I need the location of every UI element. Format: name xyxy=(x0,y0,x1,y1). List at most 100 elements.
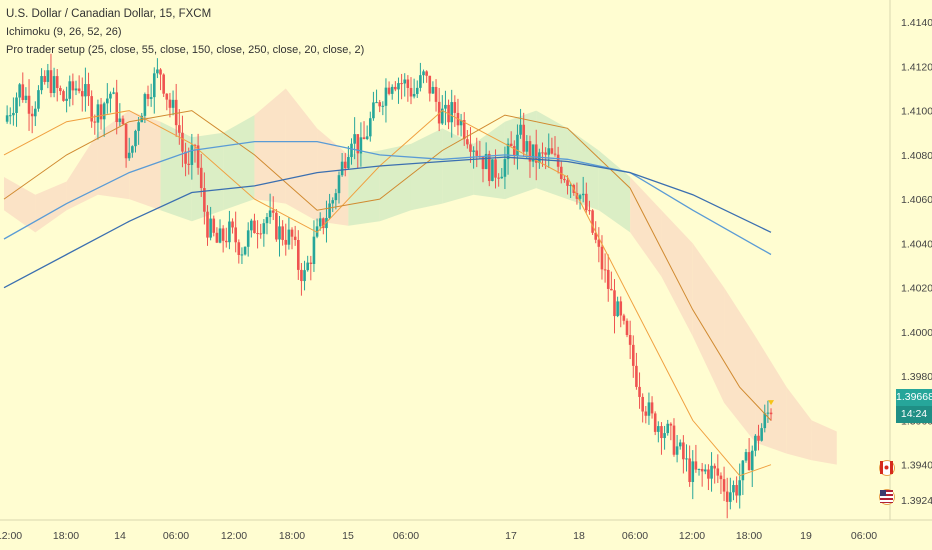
candle-body xyxy=(196,145,200,168)
candle-body xyxy=(134,130,137,147)
time-axis-tick: 06:00 xyxy=(163,530,189,542)
candle-body xyxy=(390,86,394,94)
candle-body xyxy=(509,143,513,147)
candle-body xyxy=(275,212,278,240)
candle-body xyxy=(616,301,619,317)
candle-body xyxy=(735,485,738,496)
price-axis-tick: 1.39240 xyxy=(901,495,932,507)
candle-body xyxy=(513,146,516,156)
candle-body xyxy=(644,411,648,416)
candle-body xyxy=(653,413,657,432)
candle-body xyxy=(610,288,613,291)
candle-body xyxy=(181,132,184,152)
candle-body xyxy=(240,254,244,256)
candle-body xyxy=(747,452,751,471)
ichimoku-cloud-segment xyxy=(724,287,756,443)
candle-body xyxy=(669,423,673,426)
candle-body xyxy=(121,118,125,124)
candle-body xyxy=(754,435,757,451)
candle-body xyxy=(224,240,228,243)
pro-trader-indicator-label[interactable]: Pro trader setup (25, close, 55, close, … xyxy=(6,44,365,56)
candle-body xyxy=(212,218,216,233)
candle-body xyxy=(666,423,670,434)
candle-body xyxy=(334,193,338,201)
candle-body xyxy=(268,210,272,218)
last-price-marker xyxy=(768,400,775,406)
candle-body xyxy=(462,120,466,140)
price-axis-tick: 1.39400 xyxy=(901,460,932,472)
symbol-title[interactable]: U.S. Dollar / Canadian Dollar, 15, FXCM xyxy=(6,8,212,20)
candle-body xyxy=(146,94,150,99)
time-axis-tick: 06:00 xyxy=(851,530,877,542)
candle-body xyxy=(118,118,122,123)
candle-body xyxy=(190,145,194,165)
candle-body xyxy=(350,143,353,158)
candle-body xyxy=(15,97,18,113)
candle-body xyxy=(547,148,551,155)
candle-body xyxy=(744,452,748,461)
candle-body xyxy=(271,210,275,213)
candle-body xyxy=(450,102,453,123)
candle-body xyxy=(322,218,325,229)
candle-body xyxy=(256,233,259,235)
candle-body xyxy=(131,146,134,153)
candle-body xyxy=(763,413,767,429)
candle-body xyxy=(397,83,400,90)
candle-body xyxy=(403,79,407,84)
candle-body xyxy=(293,236,297,240)
candle-body xyxy=(253,220,256,234)
candle-body xyxy=(331,200,335,204)
candle-body xyxy=(516,134,519,156)
candle-body xyxy=(203,188,206,212)
candle-body xyxy=(757,435,760,441)
ichimoku-cloud-segment xyxy=(811,420,837,465)
candle-body xyxy=(729,492,732,502)
candle-body xyxy=(290,229,294,237)
usa-flag-icon[interactable] xyxy=(879,489,895,505)
candle-body xyxy=(710,465,713,479)
candle-body xyxy=(400,83,403,85)
candle-body xyxy=(375,102,378,104)
candle-body xyxy=(52,76,56,94)
candle-body xyxy=(168,99,172,108)
candle-body xyxy=(318,218,322,227)
candle-body xyxy=(59,87,62,92)
candle-body xyxy=(300,269,303,282)
candle-body xyxy=(156,69,159,74)
candle-body xyxy=(106,98,109,104)
candle-body xyxy=(165,93,169,100)
candle-body xyxy=(741,460,745,481)
candle-body xyxy=(24,95,28,100)
time-axis-tick: 12:00 xyxy=(0,530,22,542)
candle-body xyxy=(394,86,397,90)
time-axis-tick: 18:00 xyxy=(279,530,305,542)
candle-body xyxy=(406,79,410,88)
ichimoku-cloud-segment xyxy=(4,177,36,233)
candle-body xyxy=(215,232,219,243)
time-axis-tick: 18:00 xyxy=(53,530,79,542)
canada-flag-icon[interactable] xyxy=(879,460,895,476)
candle-body xyxy=(431,86,435,94)
candle-body xyxy=(769,412,773,415)
candle-body xyxy=(312,236,316,264)
candle-body xyxy=(631,344,635,366)
candle-body xyxy=(115,92,119,123)
candle-body xyxy=(43,76,46,82)
candle-body xyxy=(444,104,447,109)
candle-body xyxy=(415,87,419,94)
candle-body xyxy=(663,433,666,439)
candle-body xyxy=(531,144,535,162)
candle-body xyxy=(600,246,604,270)
candle-body xyxy=(102,103,106,120)
candle-body xyxy=(487,153,491,181)
candle-body xyxy=(93,121,97,123)
candle-body xyxy=(27,95,31,114)
candle-body xyxy=(281,226,284,240)
candle-body xyxy=(387,87,391,94)
candle-body xyxy=(441,108,444,124)
candle-body xyxy=(21,84,25,100)
ichimoku-indicator-label[interactable]: Ichimoku (9, 26, 52, 26) xyxy=(6,26,122,38)
candle-body xyxy=(622,315,626,321)
